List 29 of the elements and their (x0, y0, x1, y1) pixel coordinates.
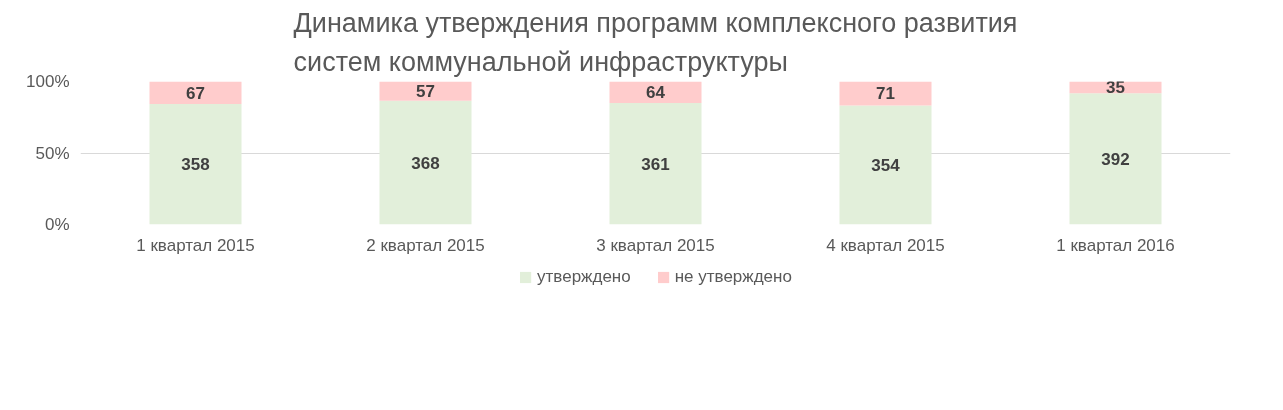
y-tick-label: 100% (26, 72, 70, 91)
x-tick-label: 1 квартал 2016 (1056, 235, 1175, 255)
annotation: 71 (876, 84, 895, 104)
legend-label: не утверждено (674, 267, 792, 287)
bar (149, 104, 242, 225)
x-tick-label: 3 квартал 2015 (596, 235, 715, 255)
bar (379, 100, 472, 225)
annotation: 361 (641, 154, 670, 174)
annotation: 354 (871, 155, 901, 175)
annotation: 392 (1101, 149, 1130, 169)
chart-title: Динамика утверждения программ комплексного развития систем коммунальной инфраструктуры (293, 7, 1018, 77)
annotation: 57 (416, 82, 435, 102)
bar (379, 81, 472, 101)
bar (839, 105, 932, 225)
bar (1069, 93, 1162, 225)
annotation: 64 (646, 83, 666, 103)
legend-label: утверждено (537, 267, 631, 287)
x-tick-label: 1 квартал 2015 (136, 235, 255, 255)
annotation: 67 (186, 83, 205, 103)
annotation: 35 (1106, 78, 1125, 98)
x-tick-label: 2 квартал 2015 (366, 235, 485, 255)
y-tick-label: 0% (44, 215, 70, 234)
bar (839, 81, 932, 106)
y-tick-label: 50% (35, 143, 70, 163)
annotation: 368 (411, 153, 440, 173)
bar (609, 103, 702, 225)
bar (149, 81, 242, 105)
annotation: 358 (181, 155, 210, 175)
x-tick-label: 4 квартал 2015 (826, 235, 945, 255)
